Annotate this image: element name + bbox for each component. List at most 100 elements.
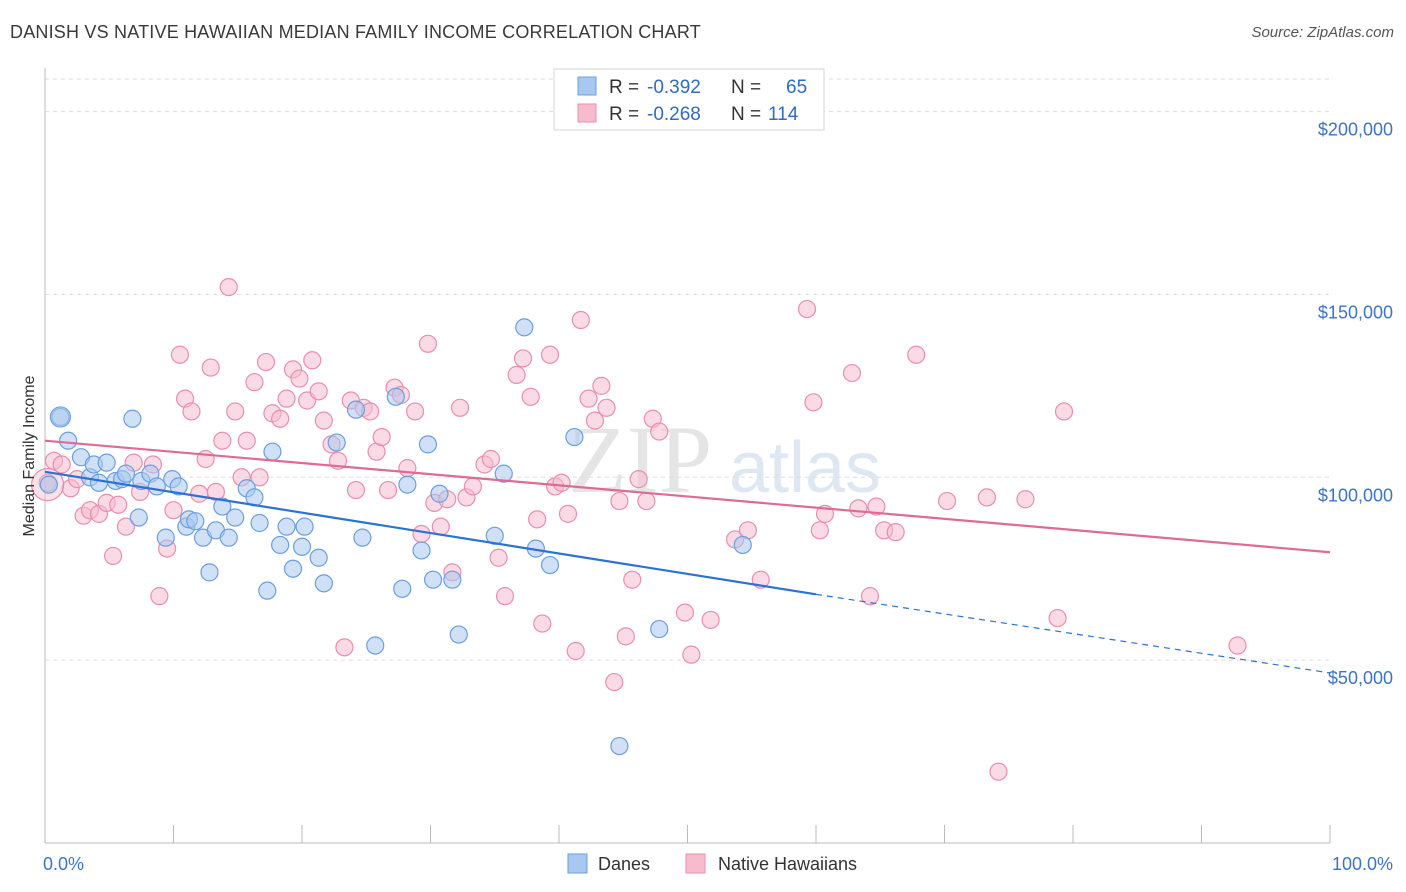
data-point-danes [314,574,333,593]
data-point-danes [733,535,752,555]
trend-line-danes-extrapolated [815,593,1331,674]
data-point-danes [250,513,269,533]
data-point-danes [169,477,188,496]
data-point-native-hawaiians [842,363,862,383]
data-point-native-hawaiians [540,345,560,364]
data-point-native-hawaiians [989,762,1008,781]
data-point-native-hawaiians [495,587,515,606]
data-point-native-hawaiians [675,603,695,622]
y-tick-label: $200,000 [1318,120,1393,140]
data-point-danes [412,541,431,560]
data-point-native-hawaiians [797,299,817,319]
data-point-danes [366,636,385,655]
data-point-native-hawaiians [623,570,642,589]
data-point-native-hawaiians [431,517,450,536]
data-point-danes [39,475,58,494]
data-point-native-hawaiians [977,488,997,507]
x-tick-label: 100.0% [1332,854,1393,874]
data-point-danes [89,473,109,492]
data-point-native-hawaiians [335,638,354,657]
data-point-native-hawaiians [314,411,333,430]
data-point-native-hawaiians [585,411,605,430]
data-point-native-hawaiians [116,517,136,536]
data-point-danes [443,570,462,589]
data-point-native-hawaiians [552,473,571,492]
data-point-danes [418,435,438,454]
trend-lines [44,439,1331,674]
y-axis-label: Median Family Income [21,375,38,536]
data-point-native-hawaiians [405,402,425,421]
data-point-danes [200,563,219,582]
series-legend: Danes Native Hawaiians [567,853,857,874]
data-point-native-hawaiians [309,382,328,401]
data-point-danes [346,400,366,419]
data-point-native-hawaiians [1054,402,1074,421]
data-point-danes [398,475,417,494]
legend-n-value-hawaiians: 114 [768,104,799,125]
data-point-native-hawaiians [164,501,183,520]
data-point-native-hawaiians [418,334,438,353]
data-point-danes [295,517,314,536]
data-point-native-hawaiians [303,351,322,370]
data-point-native-hawaiians [867,497,886,516]
data-point-native-hawaiians [290,369,309,388]
data-point-native-hawaiians [810,521,829,540]
data-point-native-hawaiians [1228,636,1247,655]
data-point-native-hawaiians [507,365,526,384]
data-point-native-hawaiians [937,491,957,511]
data-point-native-hawaiians [271,409,290,428]
data-point-native-hawaiians [650,422,669,441]
data-point-danes [283,559,303,578]
data-point-native-hawaiians [629,470,648,489]
y-tick-label: $150,000 [1318,302,1393,322]
data-point-native-hawaiians [372,427,391,447]
legend-n-label-danes: N = [731,77,761,98]
x-tick-label: 0.0% [43,854,84,874]
data-point-native-hawaiians [1048,608,1067,628]
data-point-danes-large [49,406,72,428]
data-point-danes [258,581,277,600]
data-point-native-hawaiians [804,393,823,412]
data-point-native-hawaiians [592,376,611,395]
data-point-native-hawaiians [52,455,71,474]
data-point-native-hawaiians [558,504,578,523]
bottom-legend-swatch-danes [567,853,588,874]
data-point-danes [353,528,372,547]
data-point-native-hawaiians [907,345,926,364]
data-point-native-hawaiians [637,491,656,511]
data-point-native-hawaiians [398,459,417,478]
data-point-native-hawaiians [610,491,629,511]
data-point-native-hawaiians [346,480,366,500]
data-point-danes [59,431,78,450]
data-point-danes [309,548,328,567]
data-point-danes [650,619,669,639]
legend-n-label-hawaiians: N = [731,104,761,125]
data-point-native-hawaiians [849,499,868,518]
data-point-danes [263,442,282,461]
bottom-legend-label-danes: Danes [598,854,650,874]
data-point-native-hawaiians [571,310,590,330]
data-point-native-hawaiians [521,387,540,406]
data-point-native-hawaiians [616,627,635,646]
watermark-atlas: atlas [729,428,881,508]
data-point-native-hawaiians [463,477,483,496]
data-point-danes [219,528,238,547]
data-point-danes [565,427,584,447]
data-point-native-hawaiians [277,389,296,408]
data-point-native-hawaiians [489,548,508,567]
data-point-native-hawaiians [860,587,880,606]
data-point-native-hawaiians [219,278,238,297]
page-title: DANISH VS NATIVE HAWAIIAN MEDIAN FAMILY … [10,22,701,42]
data-point-danes [129,508,148,527]
data-point-native-hawaiians [886,523,905,542]
data-point-native-hawaiians [566,641,585,661]
legend-swatch-danes [577,76,597,96]
legend-r-value-danes: -0.392 [647,77,701,98]
y-tick-label: $50,000 [1328,668,1393,688]
series-native-hawaiians [30,278,1247,781]
data-point-danes [386,387,405,406]
data-point-danes [292,537,312,556]
data-point-danes [327,433,346,452]
data-point-danes [156,528,175,547]
